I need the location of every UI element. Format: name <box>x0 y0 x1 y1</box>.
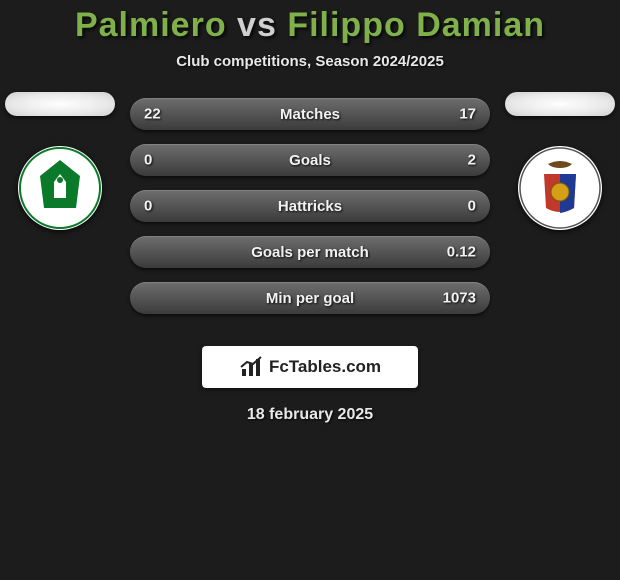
stat-right-value: 1073 <box>443 290 476 307</box>
right-player-pill <box>505 92 615 116</box>
stat-right-value: 0 <box>468 198 476 215</box>
right-club-badge <box>518 146 602 230</box>
stat-right-value: 0.12 <box>447 244 476 261</box>
date-line: 18 february 2025 <box>0 406 620 424</box>
title-vs: vs <box>237 6 277 44</box>
stat-row-goals-per-match: Goals per match 0.12 <box>130 236 490 268</box>
comparison-area: 22 Matches 17 0 Goals 2 0 Hattricks 0 Go… <box>0 98 620 328</box>
stat-right-value: 17 <box>459 106 476 123</box>
left-club-badge <box>18 146 102 230</box>
avellino-crest-icon <box>18 146 102 230</box>
title-player2: Filippo Damian <box>287 6 545 44</box>
left-player-column <box>0 92 120 230</box>
footer-brand[interactable]: FcTables.com <box>202 346 418 388</box>
stat-left-value: 0 <box>144 152 152 169</box>
stat-row-min-per-goal: Min per goal 1073 <box>130 282 490 314</box>
bar-chart-icon <box>239 355 263 379</box>
stat-row-matches: 22 Matches 17 <box>130 98 490 130</box>
stat-label: Matches <box>280 106 340 123</box>
stat-row-hattricks: 0 Hattricks 0 <box>130 190 490 222</box>
stat-label: Goals per match <box>251 244 369 261</box>
stats-list: 22 Matches 17 0 Goals 2 0 Hattricks 0 Go… <box>130 98 490 314</box>
footer-brand-text: FcTables.com <box>269 357 381 377</box>
stat-right-value: 2 <box>468 152 476 169</box>
stat-left-value: 0 <box>144 198 152 215</box>
page-title: Palmiero vs Filippo Damian <box>0 0 620 45</box>
stat-label: Goals <box>289 152 331 169</box>
stat-label: Min per goal <box>266 290 354 307</box>
right-player-column <box>500 92 620 230</box>
casertana-crest-icon <box>518 146 602 230</box>
stat-left-value: 22 <box>144 106 161 123</box>
stat-row-goals: 0 Goals 2 <box>130 144 490 176</box>
stat-label: Hattricks <box>278 198 342 215</box>
subtitle: Club competitions, Season 2024/2025 <box>0 53 620 70</box>
title-player1: Palmiero <box>75 6 227 44</box>
left-player-pill <box>5 92 115 116</box>
